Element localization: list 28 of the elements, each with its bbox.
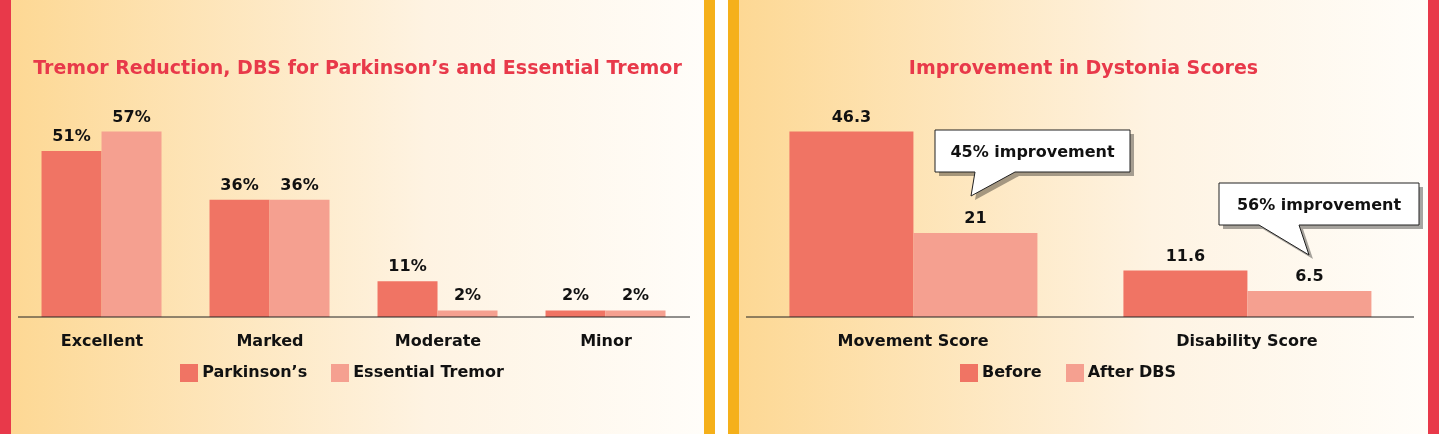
data-label: 36% (220, 174, 259, 194)
speech-callout: 56% improvement (1218, 182, 1423, 259)
data-label: 46.3 (831, 106, 872, 126)
data-label: 11.6 (1165, 245, 1206, 265)
data-label: 2% (561, 285, 590, 305)
annotation: 45% improvement (950, 142, 1115, 161)
data-label: 2% (453, 285, 482, 305)
data-label: 6.5 (1295, 265, 1324, 285)
data-label: 51% (52, 126, 91, 146)
legend-label: Essential Tremor (353, 362, 504, 381)
x-tick-label: Movement Score (837, 331, 989, 351)
data-label: 11% (388, 256, 427, 276)
speech-callout: 45% improvement (934, 129, 1134, 200)
legend-label: Parkinson’s (202, 362, 308, 381)
chart-title: Improvement in Dystonia Scores (907, 56, 1260, 78)
legend-label: After DBS (1087, 362, 1177, 381)
x-tick-label: Disability Score (1176, 331, 1318, 351)
data-label: 21 (964, 207, 987, 227)
x-tick-label: Marked (236, 331, 304, 351)
data-label: 36% (280, 174, 319, 194)
data-label: 57% (112, 106, 151, 126)
x-tick-label: Moderate (394, 331, 482, 351)
x-tick-label: Excellent (60, 331, 144, 351)
chart-title: Tremor Reduction, DBS for Parkinson’s and Essential Tremor (32, 56, 683, 78)
x-tick-label: Minor (580, 331, 632, 351)
data-label: 2% (621, 285, 650, 305)
annotation: 56% improvement (1236, 195, 1402, 214)
legend-label: Before (981, 362, 1042, 381)
